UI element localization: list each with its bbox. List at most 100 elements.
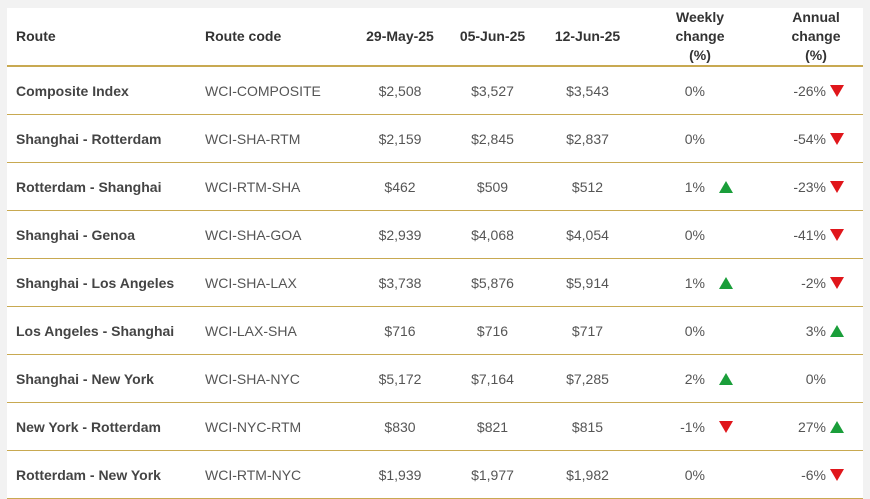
change-icon <box>826 275 848 291</box>
change-value: 1% <box>684 178 705 195</box>
price-cell: $7,285 <box>540 354 635 403</box>
header-cell: Route <box>7 8 205 67</box>
change-value: 0% <box>684 82 705 99</box>
change-value: 0% <box>684 130 705 147</box>
change-icon <box>826 323 848 339</box>
header-cell: Route code <box>205 8 355 67</box>
weekly-cell: 1% <box>635 162 775 211</box>
header-cell: 05-Jun-25 <box>445 8 540 67</box>
route-cell: Shanghai - Genoa <box>7 210 205 259</box>
up-arrow <box>719 180 733 193</box>
annual-cell: -2% <box>775 258 863 307</box>
annual-cell: 0% <box>775 354 863 403</box>
change-icon <box>826 227 848 243</box>
change-icon <box>705 179 747 195</box>
table-row: New York - Rotterdam WCI-NYC-RTM $830 $821 $… <box>7 402 863 451</box>
change-icon <box>705 419 747 435</box>
up-arrow <box>830 324 844 337</box>
annual-cell: -23% <box>775 162 863 211</box>
change-icon <box>826 83 848 99</box>
route-cell: Shanghai - New York <box>7 354 205 403</box>
table-row: Rotterdam - Shanghai WCI-RTM-SHA $462 $509 $… <box>7 162 863 211</box>
rates-table: Route Route code 29-May-25 05-Jun-25 12-… <box>7 8 863 499</box>
route-cell: Shanghai - Rotterdam <box>7 114 205 163</box>
change-value: -2% <box>801 274 826 291</box>
change-value: -41% <box>793 226 826 243</box>
code-cell: WCI-SHA-GOA <box>205 210 355 259</box>
price-cell: $2,508 <box>355 66 445 115</box>
annual-cell: -54% <box>775 114 863 163</box>
change-value: -23% <box>793 178 826 195</box>
up-arrow <box>719 372 733 385</box>
annual-cell: -6% <box>775 450 863 499</box>
table-row: Rotterdam - New York WCI-RTM-NYC $1,939 $1,… <box>7 450 863 499</box>
change-value: 1% <box>684 274 705 291</box>
change-icon <box>705 371 747 387</box>
down-arrow <box>830 180 844 193</box>
price-cell: $3,543 <box>540 66 635 115</box>
price-cell: $5,876 <box>445 258 540 307</box>
change-value: -26% <box>793 82 826 99</box>
change-icon <box>826 467 848 483</box>
change-value: -54% <box>793 130 826 147</box>
header-row: Route Route code 29-May-25 05-Jun-25 12-… <box>7 8 863 67</box>
code-cell: WCI-SHA-RTM <box>205 114 355 163</box>
weekly-cell: 0% <box>635 114 775 163</box>
price-cell: $4,068 <box>445 210 540 259</box>
header-cell: Annual change (%) <box>775 8 863 67</box>
weekly-cell: 1% <box>635 258 775 307</box>
route-cell: Rotterdam - New York <box>7 450 205 499</box>
change-value: 2% <box>684 370 705 387</box>
route-cell: Shanghai - Los Angeles <box>7 258 205 307</box>
price-cell: $821 <box>445 402 540 451</box>
weekly-cell: 2% <box>635 354 775 403</box>
route-cell: Rotterdam - Shanghai <box>7 162 205 211</box>
price-cell: $7,164 <box>445 354 540 403</box>
change-icon <box>826 179 848 195</box>
up-arrow <box>830 420 844 433</box>
weekly-cell: -1% <box>635 402 775 451</box>
change-value: 0% <box>684 226 705 243</box>
down-arrow <box>830 228 844 241</box>
change-value: 0% <box>805 370 826 387</box>
price-cell: $5,172 <box>355 354 445 403</box>
change-icon <box>826 131 848 147</box>
route-cell: Composite Index <box>7 66 205 115</box>
table-row: Shanghai - New York WCI-SHA-NYC $5,172 $7,1… <box>7 354 863 403</box>
table-row: Shanghai - Rotterdam WCI-SHA-RTM $2,159 $2,… <box>7 114 863 163</box>
price-cell: $4,054 <box>540 210 635 259</box>
code-cell: WCI-NYC-RTM <box>205 402 355 451</box>
annual-cell: 3% <box>775 306 863 355</box>
header-cell: 12-Jun-25 <box>540 8 635 67</box>
table-row: Shanghai - Los Angeles WCI-SHA-LAX $3,738 $… <box>7 258 863 307</box>
weekly-cell: 0% <box>635 306 775 355</box>
price-cell: $1,977 <box>445 450 540 499</box>
price-cell: $3,738 <box>355 258 445 307</box>
change-icon <box>826 419 848 435</box>
table-panel: Route Route code 29-May-25 05-Jun-25 12-… <box>7 8 863 499</box>
price-cell: $509 <box>445 162 540 211</box>
down-arrow <box>719 420 733 433</box>
annual-cell: 27% <box>775 402 863 451</box>
price-cell: $716 <box>445 306 540 355</box>
down-arrow <box>830 468 844 481</box>
price-cell: $462 <box>355 162 445 211</box>
table-row: Los Angeles - Shanghai WCI-LAX-SHA $716 $71… <box>7 306 863 355</box>
route-cell: New York - Rotterdam <box>7 402 205 451</box>
code-cell: WCI-SHA-LAX <box>205 258 355 307</box>
change-value: 0% <box>684 466 705 483</box>
annual-cell: -26% <box>775 66 863 115</box>
price-cell: $815 <box>540 402 635 451</box>
change-value: -1% <box>680 418 705 435</box>
table-row: Shanghai - Genoa WCI-SHA-GOA $2,939 $4,068 $… <box>7 210 863 259</box>
weekly-cell: 0% <box>635 66 775 115</box>
table-row: Composite Index WCI-COMPOSITE $2,508 $3,527… <box>7 66 863 115</box>
change-value: 27% <box>797 418 826 435</box>
change-value: 0% <box>684 322 705 339</box>
annual-cell: -41% <box>775 210 863 259</box>
change-value: 3% <box>805 322 826 339</box>
code-cell: WCI-LAX-SHA <box>205 306 355 355</box>
down-arrow <box>830 84 844 97</box>
header-cell: Weekly change (%) <box>635 8 775 67</box>
weekly-cell: 0% <box>635 210 775 259</box>
